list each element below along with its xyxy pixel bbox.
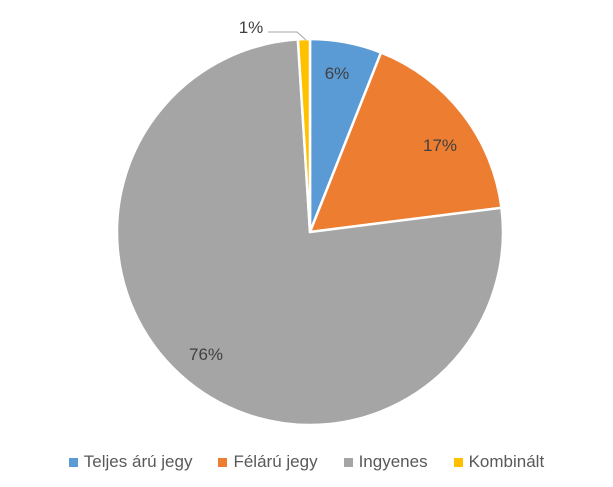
legend-label-ingyenes: Ingyenes — [358, 452, 428, 471]
slice-ingyenes — [115, 38, 505, 427]
slice-kombinalt — [296, 37, 312, 233]
legend-label-kombinalt: Kombinált — [468, 452, 545, 471]
legend-item-felaru: Félárú jegy — [218, 452, 318, 472]
legend-label-teljes-aru: Teljes árú jegy — [83, 452, 193, 471]
legend-swatch-felaru — [218, 457, 228, 467]
data-label-felaru: 17% — [423, 136, 457, 155]
data-label-ingyenes: 76% — [189, 345, 223, 364]
data-label-teljes-aru: 6% — [325, 64, 350, 83]
data-label-kombinalt: 1% — [239, 18, 264, 37]
legend-swatch-ingyenes — [343, 457, 353, 467]
legend-item-ingyenes: Ingyenes — [343, 452, 428, 472]
legend-swatch-kombinalt — [453, 457, 463, 467]
legend-item-kombinalt: Kombinált — [453, 452, 545, 472]
legend-label-felaru: Félárú jegy — [233, 452, 318, 471]
pie-slices — [115, 37, 505, 427]
legend-swatch-teljes-aru — [68, 457, 78, 467]
legend: Teljes árú jegy Félárú jegy Ingyenes Kom… — [0, 452, 613, 472]
legend-item-teljes-aru: Teljes árú jegy — [68, 452, 193, 472]
slice-felaru — [308, 50, 503, 234]
kombinalt-leader-line — [268, 31, 307, 41]
